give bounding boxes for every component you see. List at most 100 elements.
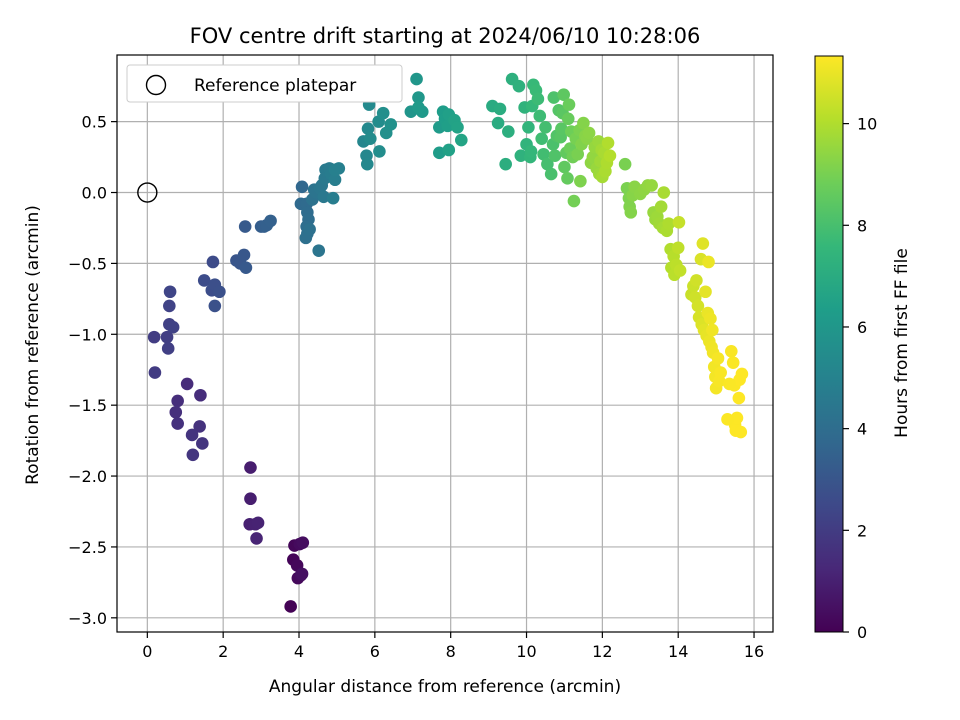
colorbar-tick-label: 4 — [857, 420, 867, 439]
scatter-point — [603, 149, 617, 162]
scatter-point — [147, 330, 161, 344]
scatter-point — [662, 217, 676, 231]
scatter-point — [672, 215, 686, 229]
scatter-point — [171, 394, 184, 408]
scatter-point — [384, 118, 398, 131]
scatter-point — [601, 136, 615, 150]
scatter-point — [361, 122, 375, 136]
scatter-point — [208, 299, 222, 313]
y-tick-label: −2.0 — [68, 467, 107, 486]
colorbar: 0 2 4 6 8 10 Hours from first FF file — [814, 55, 912, 642]
scatter-point — [196, 437, 209, 450]
y-tick-label: −1.0 — [68, 325, 107, 344]
scatter-point — [360, 157, 374, 171]
legend-box — [126, 64, 403, 103]
scatter-point — [206, 255, 220, 269]
scatter-point — [185, 428, 199, 442]
scatter-point — [535, 132, 548, 145]
scatter-point — [711, 352, 725, 365]
scatter-point — [295, 180, 309, 194]
scatter-point — [730, 411, 744, 425]
scatter-point — [721, 413, 734, 426]
scatter-point — [732, 391, 746, 405]
legend: Reference platepar — [126, 64, 403, 103]
scatter-point — [455, 133, 468, 147]
scatter-point — [493, 102, 507, 116]
scatter-point — [726, 356, 740, 369]
scatter-point — [548, 149, 562, 162]
scatter-point — [696, 237, 710, 250]
scatter-point — [412, 91, 425, 104]
scatter-point — [561, 112, 575, 126]
scatter-point — [295, 567, 309, 581]
scatter-point — [577, 116, 590, 130]
scatter-point — [412, 101, 425, 114]
colorbar-tick-label: 8 — [857, 216, 867, 235]
scatter-point — [499, 157, 512, 171]
scatter-point — [244, 461, 257, 474]
scatter-point — [171, 417, 184, 430]
scatter-point — [303, 223, 316, 236]
scatter-point — [433, 146, 446, 160]
legend-label: Reference platepar — [194, 76, 356, 96]
chart-title: FOV centre drift starting at 2024/06/10 … — [190, 24, 701, 48]
scatter-point — [571, 147, 585, 161]
scatter-point — [317, 190, 330, 204]
scatter-point — [654, 200, 668, 213]
y-tick-label: −0.5 — [68, 254, 107, 273]
grid — [117, 55, 773, 632]
scatter-point — [547, 91, 561, 104]
scatter-point — [376, 106, 390, 120]
x-tick-label: 4 — [294, 642, 304, 661]
scatter-point — [690, 274, 703, 287]
scatter-point — [514, 149, 528, 162]
scatter-point — [186, 448, 200, 462]
scatter-point — [502, 125, 515, 138]
colorbar-tick-label: 6 — [857, 318, 867, 337]
scatter-point — [442, 143, 456, 157]
scatter-point — [491, 116, 505, 130]
scatter-point — [451, 121, 464, 134]
scatter-point — [539, 121, 552, 134]
y-axis-label: Rotation from reference (arcmin) — [23, 205, 43, 485]
scatter-point — [239, 261, 253, 274]
y-tick-label: −2.5 — [68, 538, 107, 557]
scatter-point — [706, 323, 719, 337]
scatter-point — [326, 191, 340, 205]
colorbar-tick-label: 2 — [857, 521, 867, 540]
scatter-point — [531, 92, 545, 106]
colorbar-tick-label: 0 — [857, 623, 867, 642]
y-tick-label: 0.5 — [82, 113, 107, 132]
scatter-point — [160, 330, 174, 344]
scatter-point — [544, 167, 558, 181]
scatter-point — [213, 285, 226, 299]
scatter-point — [169, 405, 183, 419]
scatter-point — [673, 264, 687, 277]
scatter-point — [714, 366, 727, 379]
scatter-point — [558, 160, 571, 174]
scatter-point — [163, 285, 177, 299]
scatter-point — [657, 186, 671, 199]
x-tick-label: 6 — [370, 642, 380, 661]
scatter-point — [533, 109, 547, 123]
scatter-point — [166, 320, 180, 334]
scatter-point — [702, 255, 715, 269]
scatter-point — [180, 377, 194, 391]
scatter-point — [250, 532, 263, 545]
scatter-point — [723, 377, 736, 391]
scatter-point — [561, 172, 574, 185]
y-tick-label: −3.0 — [68, 609, 107, 628]
reference-point — [137, 182, 158, 203]
scatter-point — [284, 600, 297, 613]
scatter-point — [312, 244, 326, 257]
scatter-point — [524, 145, 538, 158]
scatter-point — [238, 220, 252, 233]
scatter-point — [624, 206, 638, 219]
scatter-point — [296, 536, 310, 549]
x-tick-label: 16 — [744, 642, 764, 661]
scatter-point — [264, 214, 277, 228]
colorbar-gradient — [814, 55, 844, 633]
scatter-point — [328, 163, 342, 177]
scatter-point — [512, 79, 526, 93]
